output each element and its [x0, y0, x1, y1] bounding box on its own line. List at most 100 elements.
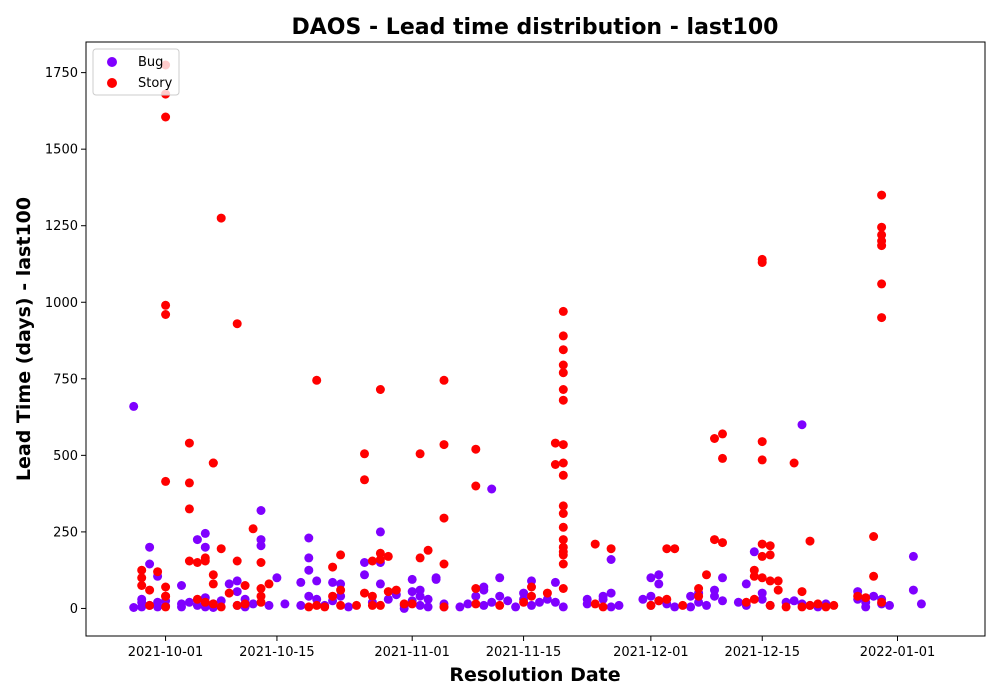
- point-story-14: [161, 300, 171, 310]
- point-story-160: [877, 241, 887, 251]
- point-story-87: [550, 438, 560, 448]
- point-bug-121: [718, 596, 727, 606]
- point-story-85: [527, 582, 536, 592]
- point-story-119: [694, 591, 704, 601]
- point-story-155: [869, 571, 879, 581]
- y-tick-label-5: 1250: [45, 219, 78, 234]
- point-story-146: [797, 602, 807, 612]
- y-tick-label-1: 250: [53, 525, 78, 540]
- point-story-95: [558, 395, 568, 405]
- point-story-19: [184, 556, 194, 566]
- point-story-62: [375, 548, 385, 558]
- point-story-31: [216, 544, 226, 554]
- point-story-52: [336, 585, 346, 595]
- point-bug-84: [495, 591, 505, 601]
- point-story-116: [662, 594, 672, 604]
- point-story-161: [877, 279, 887, 289]
- point-story-100: [558, 509, 568, 518]
- point-story-156: [877, 190, 887, 200]
- point-bug-101: [606, 555, 616, 564]
- point-story-77: [439, 602, 449, 612]
- point-story-86: [542, 588, 552, 598]
- point-story-15: [161, 591, 171, 601]
- chart-title: DAOS - Lead time distribution - last100: [292, 15, 779, 40]
- point-bug-33: [256, 506, 266, 515]
- point-story-27: [208, 570, 218, 580]
- point-bug-56: [375, 527, 385, 537]
- point-bug-38: [280, 599, 290, 609]
- point-story-82: [495, 600, 505, 610]
- legend: Bug Story: [92, 48, 180, 96]
- point-story-98: [558, 470, 568, 480]
- point-story-70: [415, 449, 425, 459]
- point-story-120: [702, 570, 711, 580]
- point-story-139: [765, 550, 775, 560]
- point-story-153: [861, 593, 871, 603]
- x-tick-label-2: 2021-11-01: [374, 645, 450, 660]
- legend-label-bug: Bug: [138, 55, 163, 70]
- point-story-13: [161, 602, 171, 612]
- point-story-91: [558, 345, 568, 355]
- point-story-57: [360, 588, 369, 598]
- point-bug-39: [296, 577, 306, 587]
- point-bug-85: [503, 596, 513, 606]
- point-story-34: [232, 319, 242, 329]
- point-bug-26: [224, 579, 234, 589]
- point-story-142: [773, 585, 783, 595]
- point-story-145: [797, 587, 807, 597]
- point-bug-77: [471, 591, 481, 601]
- point-bug-13: [177, 581, 186, 590]
- point-bug-72: [431, 574, 441, 584]
- point-story-24: [200, 556, 210, 566]
- point-story-141: [773, 576, 783, 586]
- y-tick-label-4: 1000: [45, 296, 78, 311]
- point-story-67: [391, 585, 401, 595]
- point-story-9: [161, 310, 171, 319]
- point-bug-126: [757, 588, 767, 598]
- point-bug-75: [455, 602, 465, 612]
- point-story-147: [805, 536, 815, 546]
- point-story-54: [352, 600, 361, 610]
- point-story-151: [829, 600, 839, 610]
- point-bug-43: [304, 565, 314, 575]
- point-story-152: [853, 591, 863, 601]
- point-bug-144: [908, 585, 918, 595]
- point-story-63: [375, 555, 385, 564]
- point-bug-122: [733, 597, 743, 607]
- point-story-79: [471, 481, 481, 491]
- point-story-128: [749, 571, 759, 581]
- point-bug-37: [272, 573, 282, 583]
- point-story-102: [558, 535, 568, 545]
- x-tick-label-6: 2022-01-01: [860, 645, 936, 660]
- point-bug-103: [614, 600, 624, 610]
- point-bug-32: [248, 599, 258, 609]
- point-bug-143: [885, 600, 894, 610]
- point-story-47: [312, 600, 322, 610]
- point-bug-86: [511, 602, 521, 612]
- point-story-38: [240, 599, 250, 609]
- points-layer: [129, 60, 926, 613]
- point-story-117: [678, 600, 688, 610]
- point-story-108: [590, 599, 600, 609]
- point-bug-5: [145, 542, 155, 552]
- point-story-5: [153, 567, 163, 577]
- point-story-64: [375, 600, 385, 610]
- point-bug-94: [550, 577, 560, 587]
- point-story-18: [184, 504, 194, 514]
- point-story-76: [439, 559, 449, 569]
- point-story-163: [877, 597, 887, 607]
- point-bug-18: [192, 535, 202, 545]
- point-story-2: [137, 581, 147, 590]
- point-story-112: [646, 600, 656, 610]
- point-bug-42: [304, 553, 314, 563]
- point-story-111: [606, 544, 616, 554]
- point-bug-68: [415, 591, 425, 601]
- point-story-115: [670, 544, 680, 554]
- point-bug-88: [519, 588, 529, 598]
- point-story-48: [320, 602, 330, 612]
- point-story-43: [256, 597, 266, 607]
- point-story-39: [248, 524, 258, 534]
- point-story-89: [558, 306, 568, 316]
- point-story-17: [184, 478, 194, 488]
- point-story-106: [558, 559, 568, 569]
